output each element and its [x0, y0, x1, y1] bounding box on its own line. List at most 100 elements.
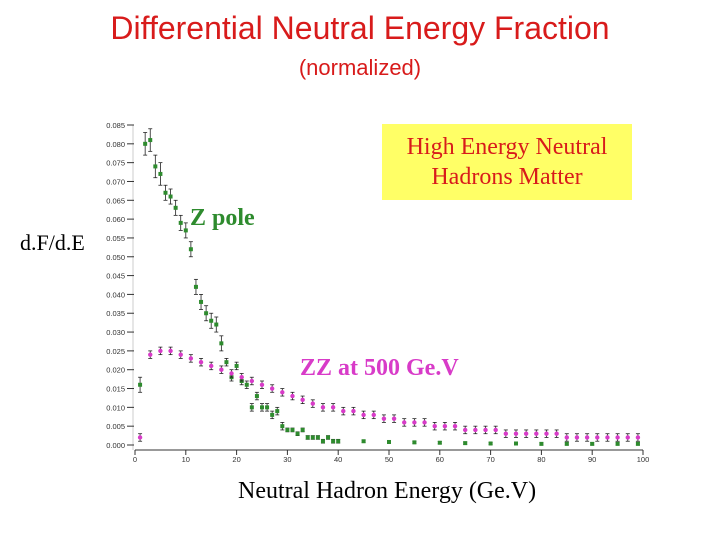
data-point-zz500 [158, 348, 163, 354]
page-subtitle: (normalized) [298, 55, 422, 80]
data-point-zpole [300, 427, 305, 432]
data-point-zz500 [310, 401, 315, 406]
y-tick-label: 0.065 [106, 196, 125, 205]
y-tick-label: 0.030 [106, 328, 125, 337]
data-point-zpole [280, 424, 285, 429]
data-point-zz500 [574, 435, 580, 440]
data-point-zz500 [391, 416, 397, 421]
data-point-zz500 [259, 382, 265, 387]
data-point-zpole [143, 141, 148, 146]
data-point-zpole [635, 441, 640, 446]
data-point-zpole [514, 441, 518, 446]
data-point-zpole [178, 220, 183, 225]
data-point-zpole [275, 409, 280, 414]
data-point-zpole [331, 439, 336, 444]
x-tick-label: 20 [232, 455, 240, 464]
y-tick-label: 0.010 [106, 403, 125, 412]
data-point-zpole [564, 441, 569, 446]
data-point-zz500 [239, 375, 244, 380]
page-title: Differential Neutral Energy Fraction [110, 10, 610, 46]
data-point-zpole [590, 441, 595, 446]
data-point-zpole [244, 382, 249, 387]
x-tick-label: 50 [385, 455, 393, 464]
data-point-zpole [326, 435, 331, 440]
data-point-zz500 [188, 356, 194, 361]
data-point-zz500 [503, 431, 509, 436]
callout-line-2: Hadrons Matter [431, 164, 583, 190]
data-point-zz500 [280, 390, 285, 395]
y-tick-label: 0.015 [106, 385, 125, 394]
data-point-zpole [173, 205, 178, 210]
data-point-zpole [539, 441, 544, 446]
data-point-zz500 [148, 352, 153, 357]
x-tick-label: 100 [637, 455, 650, 464]
data-point-zpole [305, 435, 310, 440]
data-point-zpole [265, 405, 270, 410]
data-point-zz500 [452, 423, 458, 429]
data-point-zz500 [635, 435, 641, 440]
y-tick-label: 0.085 [106, 121, 125, 130]
data-point-zz500 [381, 416, 387, 421]
y-tick-label: 0.055 [106, 234, 125, 243]
data-point-zz500 [615, 435, 620, 440]
data-point-zpole [204, 311, 209, 316]
y-tick-label: 0.000 [106, 441, 125, 450]
data-point-zpole [158, 171, 163, 176]
data-point-zpole [336, 439, 341, 444]
data-point-zpole [254, 394, 259, 399]
data-point-zz500 [290, 393, 295, 399]
data-point-zpole [153, 164, 158, 169]
data-point-zpole [193, 284, 198, 289]
y-tick-label: 0.075 [106, 159, 125, 168]
data-point-zz500 [564, 435, 569, 440]
data-point-zpole [437, 440, 442, 445]
data-point-zpole [615, 441, 620, 446]
data-point-zpole [387, 439, 391, 444]
data-point-zpole [148, 138, 153, 143]
data-point-zpole [209, 318, 214, 323]
data-point-zz500 [493, 427, 498, 433]
data-point-zz500 [137, 435, 143, 440]
data-point-zz500 [351, 408, 356, 414]
x-tick-label: 70 [486, 455, 494, 464]
data-point-zz500 [422, 420, 427, 425]
data-point-zz500 [483, 427, 488, 433]
x-tick-label: 10 [182, 455, 190, 464]
data-point-zz500 [523, 431, 529, 436]
data-point-zpole [295, 431, 300, 436]
data-point-zpole [234, 363, 239, 368]
data-point-zz500 [513, 431, 519, 436]
data-point-zpole [138, 382, 143, 387]
data-point-zz500 [361, 412, 366, 418]
y-tick-label: 0.020 [106, 366, 125, 375]
data-point-zz500 [219, 367, 224, 372]
data-point-zpole [412, 440, 417, 445]
data-point-zz500 [625, 435, 630, 440]
data-point-zpole [183, 228, 188, 233]
data-point-zpole [249, 405, 254, 410]
data-point-zz500 [534, 431, 539, 436]
data-point-zpole [320, 439, 325, 444]
y-tick-label: 0.025 [106, 347, 125, 356]
data-point-zz500 [473, 427, 478, 433]
data-point-zpole [260, 405, 264, 410]
data-point-zpole [270, 412, 275, 417]
data-point-zz500 [320, 405, 326, 410]
data-point-zpole [285, 427, 290, 432]
data-point-zz500 [300, 397, 305, 403]
x-tick-label: 60 [436, 455, 444, 464]
data-point-zpole [290, 427, 295, 432]
data-point-zpole [315, 435, 320, 440]
z-pole-label: Z pole [190, 205, 255, 231]
data-point-zpole [361, 439, 366, 444]
x-tick-label: 40 [334, 455, 342, 464]
data-point-zz500 [412, 420, 417, 425]
data-point-zpole [219, 341, 224, 346]
data-point-zz500 [198, 359, 204, 365]
x-tick-label: 80 [537, 455, 545, 464]
data-point-zz500 [442, 423, 448, 429]
data-point-zz500 [595, 435, 600, 440]
data-point-zpole [224, 360, 229, 365]
data-point-zz500 [168, 348, 173, 354]
